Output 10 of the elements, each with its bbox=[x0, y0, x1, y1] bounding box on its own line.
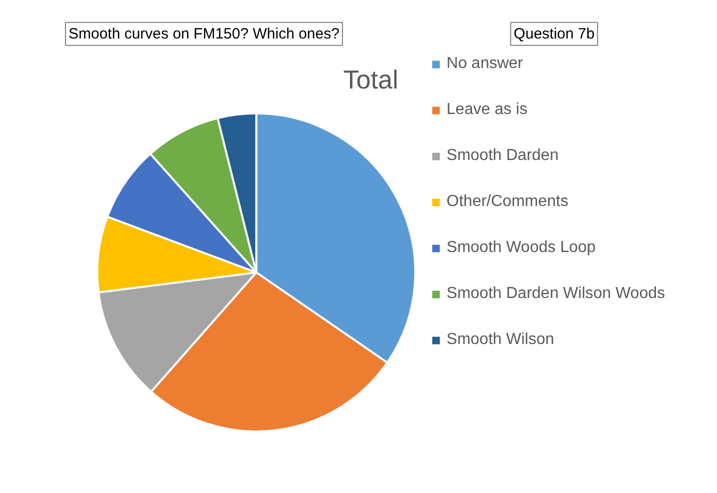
legend-label: Smooth Darden Wilson Woods bbox=[446, 285, 665, 303]
chart-title: Total bbox=[343, 64, 398, 94]
text: Question 7b bbox=[514, 25, 595, 42]
legend-label: Leave as is bbox=[446, 101, 528, 119]
legend-label: Smooth Woods Loop bbox=[446, 239, 596, 257]
text: Smooth curves on FM150? Which ones? bbox=[68, 25, 340, 42]
legend-label: Smooth Darden bbox=[446, 147, 559, 165]
legend-label: Smooth Wilson bbox=[446, 331, 554, 349]
legend-label: No answer bbox=[446, 55, 524, 73]
legend-label: Other/Comments bbox=[446, 193, 568, 211]
